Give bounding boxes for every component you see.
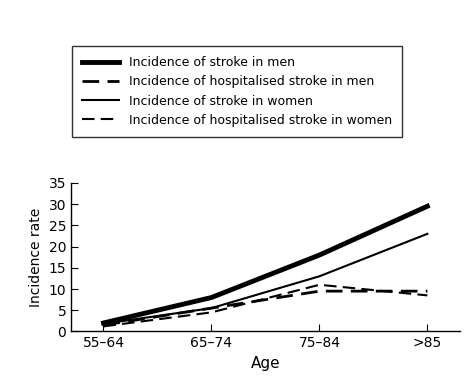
X-axis label: Age: Age (251, 356, 280, 371)
Y-axis label: Incidence rate: Incidence rate (29, 208, 43, 307)
Legend: Incidence of stroke in men, Incidence of hospitalised stroke in men, Incidence o: Incidence of stroke in men, Incidence of… (72, 46, 402, 137)
